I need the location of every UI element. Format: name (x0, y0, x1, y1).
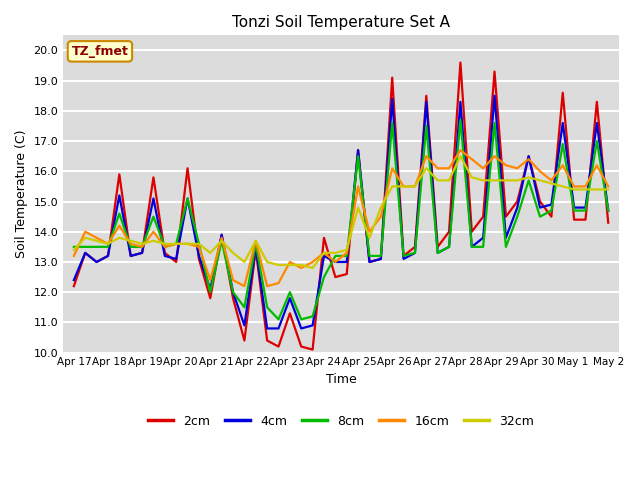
Legend: 2cm, 4cm, 8cm, 16cm, 32cm: 2cm, 4cm, 8cm, 16cm, 32cm (143, 409, 539, 432)
X-axis label: Time: Time (326, 373, 356, 386)
Y-axis label: Soil Temperature (C): Soil Temperature (C) (15, 130, 28, 258)
Title: Tonzi Soil Temperature Set A: Tonzi Soil Temperature Set A (232, 15, 450, 30)
Text: TZ_fmet: TZ_fmet (72, 45, 129, 58)
